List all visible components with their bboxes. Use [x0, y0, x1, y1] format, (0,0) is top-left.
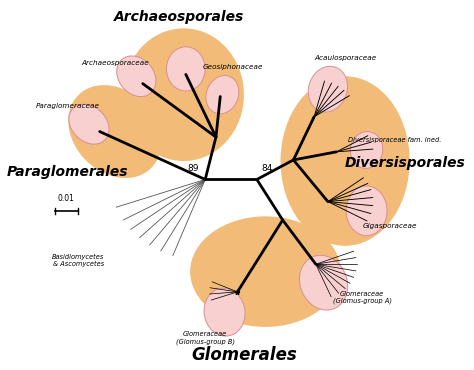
Text: Diversisporaceae fam. ined.: Diversisporaceae fam. ined. — [348, 137, 441, 143]
Ellipse shape — [123, 28, 244, 161]
Ellipse shape — [206, 75, 239, 114]
Text: 89: 89 — [187, 164, 199, 173]
Text: 0.01: 0.01 — [58, 194, 75, 203]
Ellipse shape — [166, 47, 205, 91]
Ellipse shape — [190, 216, 341, 327]
Text: Glomeraceae
(Glomus-group A): Glomeraceae (Glomus-group A) — [333, 291, 392, 304]
Ellipse shape — [69, 104, 109, 144]
Ellipse shape — [204, 288, 245, 336]
Ellipse shape — [300, 255, 348, 310]
Text: Archaeosporaceae: Archaeosporaceae — [81, 60, 149, 66]
Text: Geosiphonaceae: Geosiphonaceae — [203, 64, 264, 70]
Ellipse shape — [117, 56, 156, 97]
Text: Gigasporaceae: Gigasporaceae — [363, 222, 418, 229]
Text: Glomerales: Glomerales — [191, 346, 297, 364]
Text: Basidiomycetes
& Ascomycetes: Basidiomycetes & Ascomycetes — [52, 254, 104, 267]
Ellipse shape — [308, 66, 347, 112]
Ellipse shape — [281, 76, 410, 246]
Ellipse shape — [350, 132, 383, 168]
Text: Paraglomeraceae: Paraglomeraceae — [36, 103, 100, 109]
Ellipse shape — [68, 85, 161, 178]
Text: Archaeosporales: Archaeosporales — [114, 10, 245, 24]
Text: Paraglomerales: Paraglomerales — [7, 165, 128, 179]
Text: Acaulosporaceae: Acaulosporaceae — [314, 55, 376, 61]
Text: 84: 84 — [261, 164, 273, 173]
Ellipse shape — [346, 186, 387, 236]
Text: Diversisporales: Diversisporales — [345, 156, 466, 170]
Text: Glomeraceae
(Glomus-group B): Glomeraceae (Glomus-group B) — [176, 331, 235, 345]
